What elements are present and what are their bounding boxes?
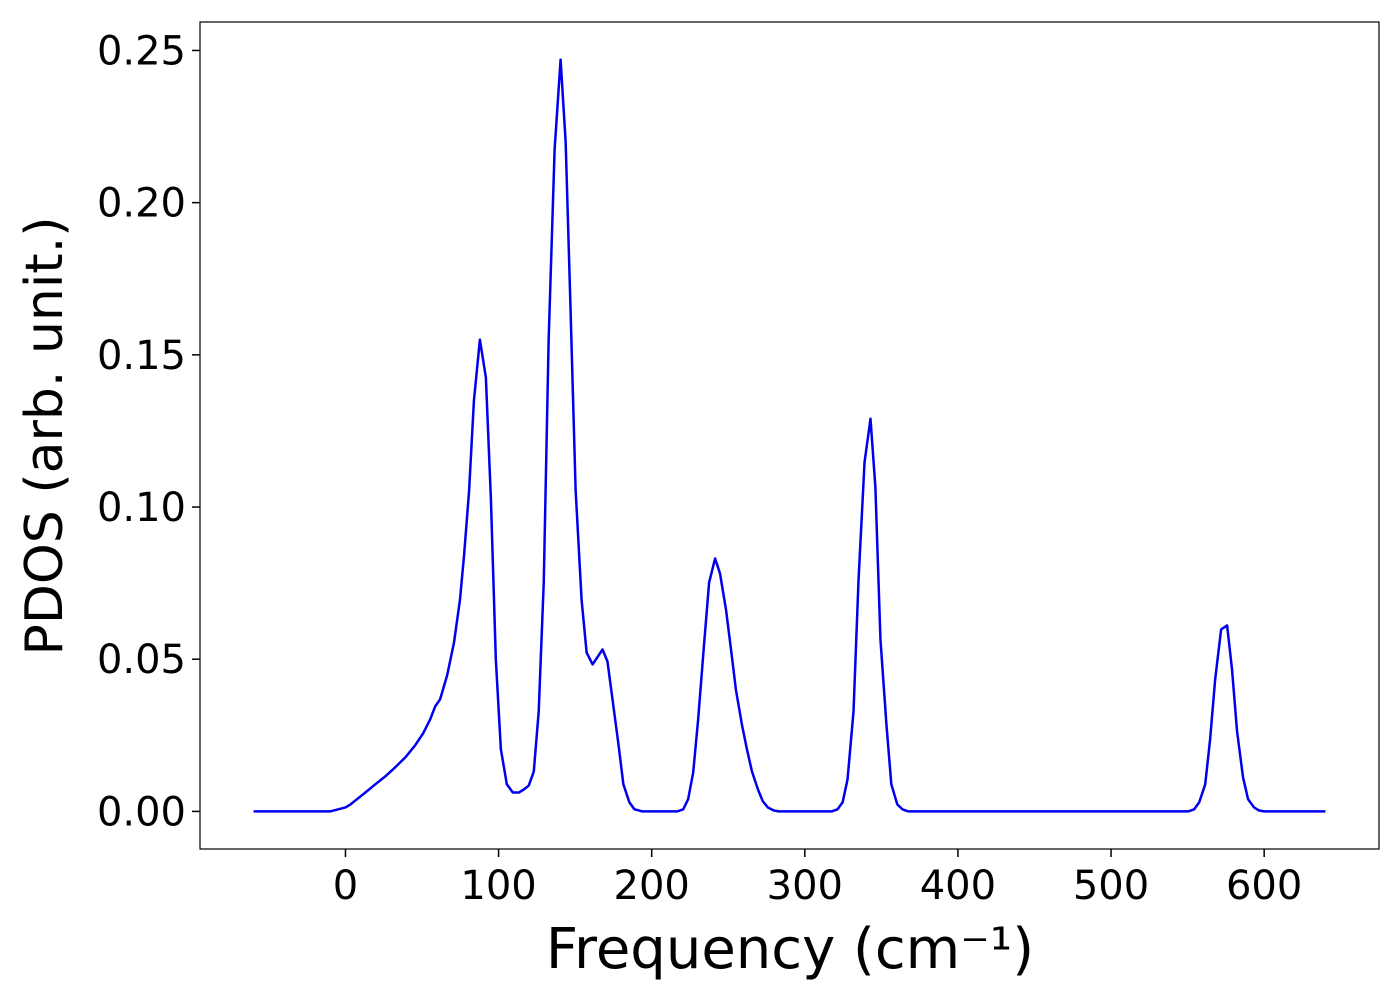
plot-frame xyxy=(199,21,1380,850)
y-tick-label: 0.25 xyxy=(97,28,186,74)
x-tick-label: 600 xyxy=(1226,863,1302,909)
x-tick-label: 100 xyxy=(460,863,536,909)
y-tick-label: 0.20 xyxy=(97,181,186,227)
y-tick-label: 0.10 xyxy=(97,485,186,531)
x-axis-label: Frequency (cm⁻¹) xyxy=(546,917,1034,982)
x-tick-label: 400 xyxy=(920,863,996,909)
x-tick-label: 300 xyxy=(767,863,843,909)
y-tick-label: 0.15 xyxy=(97,333,186,379)
x-tick-label: 0 xyxy=(333,863,358,909)
x-tick-label: 500 xyxy=(1073,863,1149,909)
line xyxy=(253,58,1326,813)
y-tick-label: 0.05 xyxy=(97,637,186,683)
x-tick-label: 200 xyxy=(614,863,690,909)
y-tick-label: 0.00 xyxy=(97,789,186,835)
y-axis-label: PDOS (arb. unit.) xyxy=(15,216,75,655)
